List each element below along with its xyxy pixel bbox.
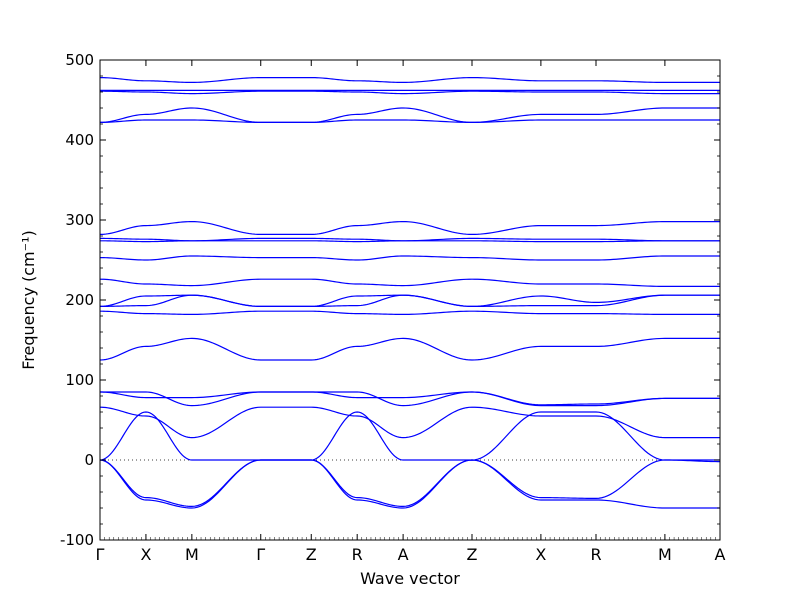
dispersion-branch-15 [99, 220, 720, 236]
kpoint-label: Z [467, 545, 478, 564]
y-tick-label: 300 [65, 211, 94, 229]
y-tick-label: 200 [65, 291, 94, 309]
kpoint-label: M [658, 545, 672, 564]
dispersion-branch-12 [99, 255, 720, 261]
y-tick-label: 0 [84, 451, 94, 469]
dispersion-branch-17 [99, 107, 720, 124]
y-tick-label: 500 [65, 51, 94, 69]
dispersion-branch-20 [99, 76, 720, 84]
kpoint-label: A [398, 545, 409, 564]
kpoint-label: Γ [96, 545, 105, 564]
dispersion-branch-5 [100, 391, 720, 407]
dispersion-branch-16 [99, 119, 720, 124]
kpoint-label: M [185, 545, 199, 564]
kpoint-label: R [590, 545, 601, 564]
dispersion-branch-9 [99, 294, 720, 308]
dispersion-branch-2 [99, 459, 720, 509]
dispersion-branch-18 [100, 90, 720, 95]
x-axis-label: Wave vector [360, 569, 460, 588]
kpoint-label: Γ [256, 545, 265, 564]
kpoint-label: R [352, 545, 363, 564]
plot-frame [99, 59, 721, 541]
y-axis-label: Frequency (cm⁻¹) [19, 230, 38, 369]
kpoint-label: X [140, 545, 151, 564]
y-tick-label: 400 [65, 131, 94, 149]
dispersion-branch-3 [99, 411, 721, 463]
dispersion-branch-11 [99, 278, 720, 287]
y-tick-label: -100 [60, 531, 94, 549]
dispersion-branch-8 [99, 310, 720, 315]
dispersion-branch-7 [99, 337, 720, 361]
dispersion-branch-10 [100, 294, 720, 307]
kpoint-label: A [715, 545, 726, 564]
kpoint-label: Z [306, 545, 317, 564]
y-tick-label: 100 [65, 371, 94, 389]
dispersion-branch-6 [99, 391, 720, 407]
dispersion-branch-14 [100, 237, 720, 242]
dispersion-branch-4 [99, 406, 720, 439]
kpoint-label: X [535, 545, 546, 564]
dispersion-branch-1 [99, 459, 720, 508]
